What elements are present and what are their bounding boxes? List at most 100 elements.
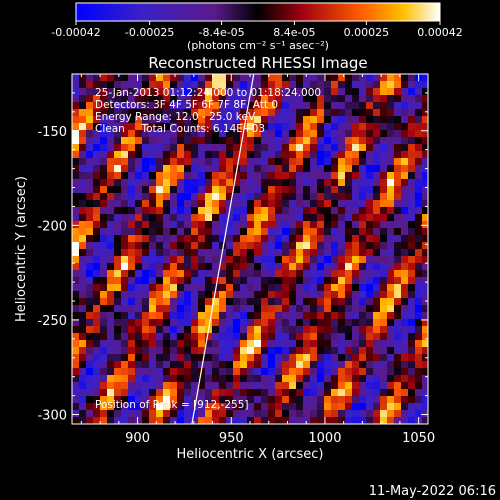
- heatmap-cell: [317, 361, 325, 369]
- heatmap-cell: [198, 382, 206, 390]
- heatmap-cell: [212, 165, 220, 173]
- heatmap-cell: [170, 277, 178, 285]
- heatmap-cell: [233, 375, 241, 383]
- heatmap-cell: [331, 382, 339, 390]
- heatmap-cell: [142, 347, 150, 355]
- heatmap-cell: [373, 361, 381, 369]
- heatmap-cell: [401, 144, 409, 152]
- heatmap-cell: [289, 368, 297, 376]
- heatmap-cell: [408, 417, 416, 424]
- heatmap-cell: [135, 347, 143, 355]
- heatmap-cell: [205, 144, 213, 152]
- heatmap-cell: [184, 193, 192, 201]
- heatmap-cell: [114, 312, 122, 320]
- heatmap-cell: [331, 109, 339, 117]
- heatmap-cell: [226, 340, 234, 348]
- heatmap-cell: [135, 403, 143, 411]
- heatmap-cell: [282, 109, 290, 117]
- heatmap-cell: [128, 256, 136, 264]
- heatmap-cell: [79, 291, 87, 299]
- heatmap-cell: [170, 298, 178, 306]
- heatmap-cell: [303, 291, 311, 299]
- heatmap-cell: [100, 186, 108, 194]
- heatmap-cell: [261, 382, 269, 390]
- heatmap-cell: [394, 186, 402, 194]
- heatmap-cell: [359, 375, 367, 383]
- heatmap-cell: [79, 130, 87, 138]
- heatmap-cell: [177, 396, 185, 404]
- heatmap-cell: [268, 326, 276, 334]
- heatmap-cell: [212, 382, 220, 390]
- heatmap-cell: [219, 144, 227, 152]
- heatmap-cell: [170, 81, 178, 89]
- heatmap-cell: [394, 263, 402, 271]
- heatmap-cell: [422, 172, 428, 180]
- heatmap-cell: [121, 340, 129, 348]
- heatmap-cell: [303, 172, 311, 180]
- heatmap-cell: [373, 179, 381, 187]
- heatmap-cell: [233, 312, 241, 320]
- heatmap-cell: [219, 242, 227, 250]
- heatmap-cell: [296, 368, 304, 376]
- heatmap-cell: [380, 172, 388, 180]
- heatmap-cell: [247, 144, 255, 152]
- heatmap-cell: [205, 88, 213, 96]
- heatmap-cell: [373, 382, 381, 390]
- heatmap-cell: [226, 396, 234, 404]
- heatmap-cell: [338, 151, 346, 159]
- heatmap-cell: [254, 361, 262, 369]
- heatmap-cell: [415, 88, 423, 96]
- heatmap-cell: [184, 277, 192, 285]
- heatmap-cell: [289, 403, 297, 411]
- heatmap-cell: [261, 158, 269, 166]
- heatmap-cell: [422, 242, 428, 250]
- heatmap-cell: [177, 354, 185, 362]
- heatmap-cell: [177, 95, 185, 103]
- heatmap-cell: [324, 144, 332, 152]
- heatmap-cell: [310, 109, 318, 117]
- heatmap-cell: [205, 249, 213, 257]
- heatmap-cell: [191, 81, 199, 89]
- heatmap-cell: [394, 270, 402, 278]
- heatmap-cell: [401, 123, 409, 131]
- heatmap-cell: [289, 151, 297, 159]
- heatmap-cell: [415, 326, 423, 334]
- heatmap-cell: [219, 354, 227, 362]
- heatmap-cell: [233, 158, 241, 166]
- heatmap-cell: [79, 179, 87, 187]
- heatmap-cell: [394, 354, 402, 362]
- heatmap-cell: [345, 228, 353, 236]
- colorbar-tick-label: 0.00025: [344, 26, 390, 39]
- heatmap-cell: [268, 340, 276, 348]
- heatmap-cell: [107, 165, 115, 173]
- heatmap-cell: [268, 333, 276, 341]
- heatmap-cell: [352, 95, 360, 103]
- heatmap-cell: [408, 151, 416, 159]
- heatmap-cell: [408, 81, 416, 89]
- heatmap-cell: [170, 319, 178, 327]
- heatmap-cell: [394, 81, 402, 89]
- heatmap-cell: [268, 270, 276, 278]
- heatmap-cell: [135, 95, 143, 103]
- heatmap-cell: [373, 291, 381, 299]
- heatmap-cell: [93, 326, 101, 334]
- heatmap-cell: [205, 214, 213, 222]
- heatmap-cell: [289, 221, 297, 229]
- heatmap-cell: [212, 298, 220, 306]
- heatmap-cell: [387, 263, 395, 271]
- heatmap-cell: [226, 88, 234, 96]
- heatmap-cell: [135, 221, 143, 229]
- heatmap-cell: [352, 200, 360, 208]
- heatmap-cell: [93, 144, 101, 152]
- heatmap-cell: [198, 74, 206, 82]
- heatmap-cell: [191, 158, 199, 166]
- heatmap-cell: [303, 151, 311, 159]
- heatmap-cell: [233, 193, 241, 201]
- heatmap-cell: [135, 193, 143, 201]
- heatmap-cell: [310, 382, 318, 390]
- heatmap-cell: [72, 214, 80, 222]
- heatmap-cell: [261, 256, 269, 264]
- heatmap-cell: [240, 235, 248, 243]
- heatmap-cell: [121, 375, 129, 383]
- heatmap-cell: [268, 263, 276, 271]
